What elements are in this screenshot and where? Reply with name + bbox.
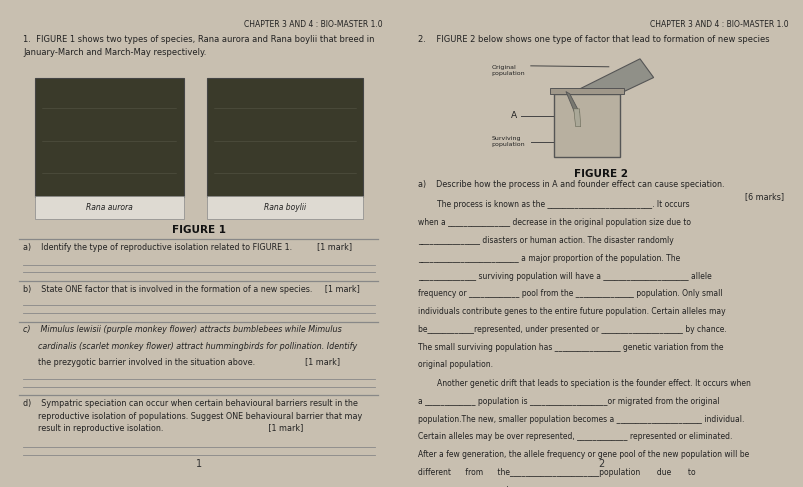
Polygon shape [569, 59, 653, 112]
Text: the prezygotic barrier involved in the situation above.                    [1 ma: the prezygotic barrier involved in the s… [23, 358, 340, 367]
Text: population.The new, smaller population becomes a ______________________ individu: population.The new, smaller population b… [418, 414, 743, 424]
Text: when a ________________ decrease in the original population size due to: when a ________________ decrease in the … [418, 218, 690, 227]
Bar [35, 77, 183, 197]
Bar [35, 196, 183, 219]
Text: be____________represented, under presented or _____________________ by chance.: be____________represented, under present… [418, 325, 726, 334]
Text: a)    Describe how the process in A and founder effect can cause speciation.: a) Describe how the process in A and fou… [418, 180, 724, 189]
Text: ___________________ and ________________________________process.: ___________________ and ________________… [418, 486, 666, 487]
Text: Original
population: Original population [491, 65, 525, 76]
Text: 1.  FIGURE 1 shows two types of species, Rana aurora and Rana boylii that breed : 1. FIGURE 1 shows two types of species, … [23, 36, 374, 57]
Text: Another genetic drift that leads to speciation is the founder effect. It occurs : Another genetic drift that leads to spec… [418, 379, 750, 388]
Text: FIGURE 1: FIGURE 1 [172, 225, 226, 235]
Text: FIGURE 2: FIGURE 2 [573, 169, 627, 179]
Polygon shape [565, 92, 579, 115]
Text: ________________ disasters or human action. The disaster randomly: ________________ disasters or human acti… [418, 236, 673, 245]
Text: different      from      the_______________________population       due       to: different from the______________________… [418, 468, 695, 477]
Text: _______________ surviving population will have a ______________________ allele: _______________ surviving population wil… [418, 272, 711, 281]
Bar [206, 77, 363, 197]
Text: After a few generation, the allele frequency or gene pool of the new population : After a few generation, the allele frequ… [418, 450, 748, 459]
Text: frequency or _____________ pool from the _______________ population. Only small: frequency or _____________ pool from the… [418, 289, 721, 299]
Text: CHAPTER 3 AND 4 : BIO-MASTER 1.0: CHAPTER 3 AND 4 : BIO-MASTER 1.0 [649, 20, 787, 29]
Bar [206, 196, 363, 219]
Text: Rana aurora: Rana aurora [86, 203, 132, 212]
Text: b)    State ONE factor that is involved in the formation of a new species.     [: b) State ONE factor that is involved in … [23, 284, 360, 294]
Text: original population.: original population. [418, 360, 492, 369]
Text: Surviving
population: Surviving population [491, 136, 525, 147]
Text: 2: 2 [597, 459, 603, 469]
Bar [549, 88, 624, 94]
Text: A: A [511, 112, 517, 120]
Text: 1: 1 [196, 459, 202, 469]
Text: [6 marks]: [6 marks] [744, 192, 783, 201]
Text: The process is known as the ___________________________. It occurs: The process is known as the ____________… [418, 201, 688, 209]
Text: individuals contribute genes to the entire future population. Certain alleles ma: individuals contribute genes to the enti… [418, 307, 724, 316]
Text: CHAPTER 3 AND 4 : BIO-MASTER 1.0: CHAPTER 3 AND 4 : BIO-MASTER 1.0 [243, 20, 382, 29]
Text: 2.    FIGURE 2 below shows one type of factor that lead to formation of new spec: 2. FIGURE 2 below shows one type of fact… [418, 36, 768, 44]
Text: Certain alleles may be over represented, _____________ represented or eliminated: Certain alleles may be over represented,… [418, 432, 732, 441]
Text: d)    Sympatric speciation can occur when certain behavioural barriers result in: d) Sympatric speciation can occur when c… [23, 399, 362, 433]
Polygon shape [573, 109, 580, 127]
Text: a _____________ population is ____________________or migrated from the original: a _____________ population is __________… [418, 397, 719, 406]
Text: c)    Mimulus lewisii (purple monkey flower) attracts bumblebees while Mimulus: c) Mimulus lewisii (purple monkey flower… [23, 325, 341, 334]
Bar [553, 94, 620, 157]
Text: __________________________ a major proportion of the population. The: __________________________ a major propo… [418, 254, 679, 263]
Text: cardinalis (scarlet monkey flower) attract hummingbirds for pollination. Identif: cardinalis (scarlet monkey flower) attra… [23, 342, 357, 351]
Text: Rana boylii: Rana boylii [263, 203, 306, 212]
Text: The small surviving population has _________________ genetic variation from the: The small surviving population has _____… [418, 343, 723, 352]
Text: a)    Identify the type of reproductive isolation related to FIGURE 1.          : a) Identify the type of reproductive iso… [23, 243, 352, 252]
